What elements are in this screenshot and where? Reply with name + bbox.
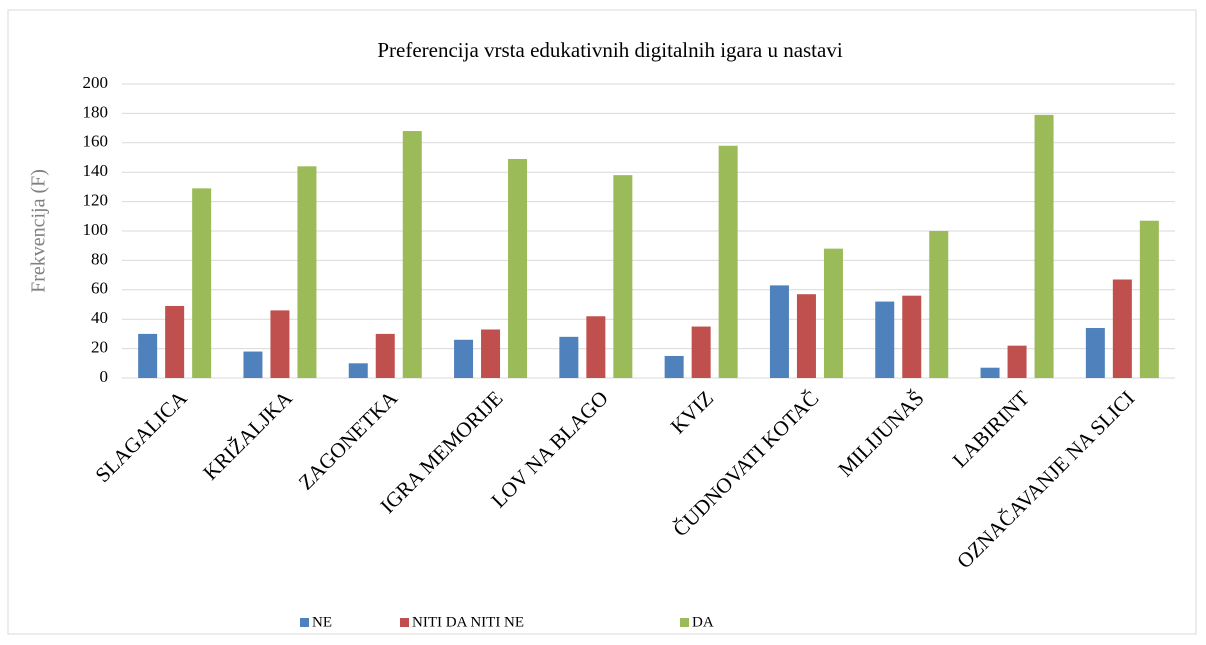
y-tick-label: 60 <box>91 279 108 298</box>
legend-label: NITI DA NITI NE <box>412 614 524 630</box>
y-tick-label: 100 <box>83 220 109 239</box>
bar <box>165 305 185 378</box>
legend-swatch <box>680 618 689 627</box>
bar <box>559 336 579 378</box>
bar <box>664 355 684 378</box>
bar <box>1112 279 1132 378</box>
bar <box>586 316 606 378</box>
bar <box>1034 114 1054 379</box>
y-axis-title: Frekvencija (F) <box>28 169 50 293</box>
bar <box>691 326 711 378</box>
bar <box>402 131 422 378</box>
bar <box>481 329 501 378</box>
bar <box>297 166 317 378</box>
legend-label: DA <box>692 614 714 630</box>
bar <box>270 310 290 378</box>
bar <box>929 231 949 378</box>
bar <box>508 158 528 378</box>
bar <box>613 175 633 378</box>
y-tick-label: 160 <box>83 132 109 151</box>
bar <box>348 363 368 378</box>
y-tick-label: 20 <box>91 338 108 357</box>
bar <box>454 339 474 378</box>
bar <box>1007 345 1027 378</box>
bar <box>138 333 158 378</box>
bar <box>823 248 843 378</box>
bar <box>375 333 395 378</box>
bar <box>769 285 789 378</box>
bar <box>796 294 816 378</box>
bar <box>875 301 895 378</box>
y-tick-label: 120 <box>83 191 109 210</box>
y-tick-label: 0 <box>100 367 109 386</box>
y-tick-label: 80 <box>91 249 108 268</box>
bar <box>1085 328 1105 378</box>
bar <box>718 145 738 378</box>
bar <box>980 367 1000 378</box>
y-tick-label: 140 <box>83 161 109 180</box>
bar <box>1139 220 1159 378</box>
y-tick-label: 180 <box>83 102 109 121</box>
legend-label: NE <box>312 614 332 630</box>
y-tick-label: 200 <box>83 73 109 92</box>
bar <box>902 295 922 378</box>
y-tick-label: 40 <box>91 308 108 327</box>
legend-swatch <box>400 618 409 627</box>
bar <box>192 188 212 378</box>
legend-swatch <box>300 618 309 627</box>
chart-title: Preferencija vrsta edukativnih digitalni… <box>377 38 843 62</box>
bar <box>243 351 263 378</box>
